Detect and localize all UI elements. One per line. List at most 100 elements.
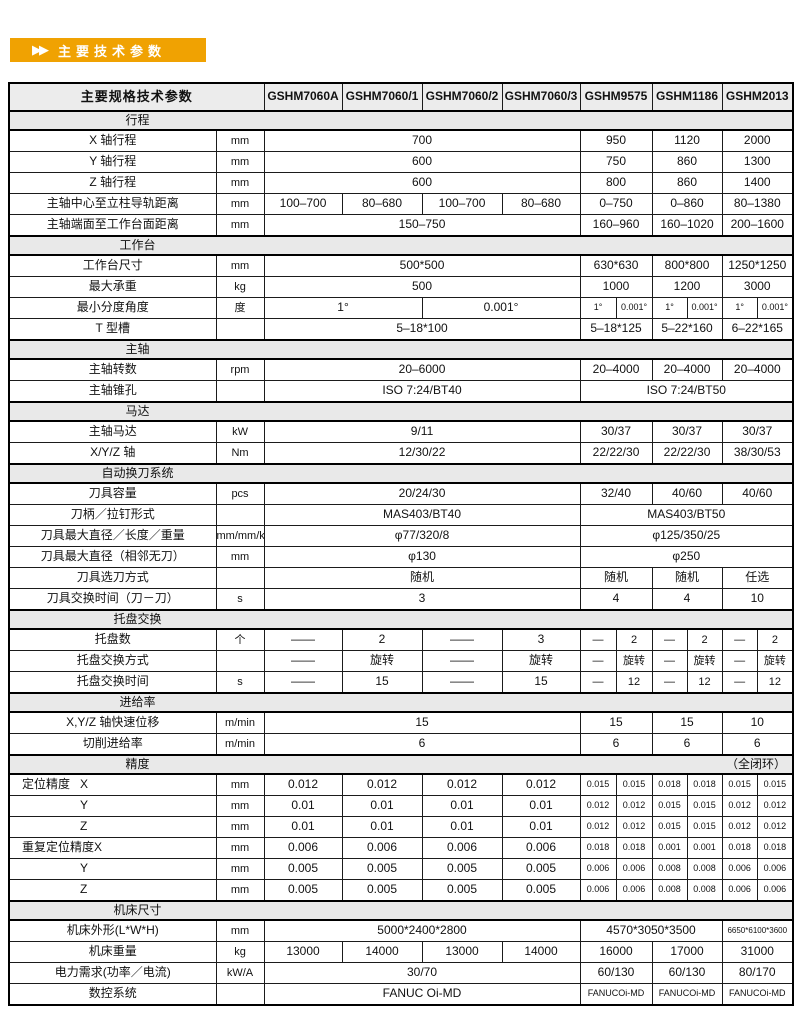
table-row: 托盘交换方式 —— 旋转 —— 旋转 — 旋转 — 旋转 — 旋转 (8, 650, 794, 672)
cell-value: 40/60 (721, 482, 794, 505)
table-row: 刀具容量 pcs 20/24/30 32/40 40/60 40/60 (8, 482, 794, 505)
cell-value: φ125/350/25 (579, 525, 794, 547)
table-row: 刀具最大直径（相邻无刀） mm φ130 φ250 (8, 546, 794, 568)
row-unit: kg (215, 276, 265, 298)
double-arrow-icon: ▶▶ (32, 42, 49, 57)
cell-value: 0.012 0.012 (721, 816, 794, 838)
row-unit: mm (215, 816, 265, 838)
cell-value: 1400 (721, 172, 794, 194)
table-row: 主轴中心至立柱导轨距离 mm 100–700 80–680 100–700 80–680 0… (8, 193, 794, 215)
section-row: 工作台 (8, 235, 794, 256)
cell-value: 随机 (579, 567, 653, 589)
row-unit: mm (215, 837, 265, 859)
cell-value: 860 (651, 151, 723, 173)
cell-half-value: 12 (768, 675, 782, 688)
section-title: 行程 (125, 112, 150, 127)
cell-value: 0.006 0.006 (721, 858, 794, 880)
cell-value: 旋转 (501, 650, 581, 672)
cell-value: — 旋转 (721, 650, 794, 672)
cell-value: 200–1600 (721, 214, 794, 237)
section-header: 行程 (8, 110, 794, 131)
cell-half-value: 0.018 (763, 842, 787, 853)
table-row: 主轴锥孔 ISO 7:24/BT40 ISO 7:24/BT50 (8, 380, 794, 403)
cell-value: 10 (721, 711, 794, 734)
cell-half-value: — (581, 630, 617, 650)
row-label: 刀具交换时间（刀－刀） (8, 588, 217, 611)
cell-value: 0–750 (579, 193, 653, 215)
cell-value: —— (421, 650, 503, 672)
table-row: Z 轴行程 mm 600 800 860 1400 (8, 172, 794, 194)
cell-half-value: 0.012 (622, 821, 646, 832)
section-row: 马达 (8, 401, 794, 422)
cell-value: 0.012 (501, 773, 581, 796)
cell-value: 700 (263, 129, 581, 152)
cell-value: 0.015 0.015 (579, 773, 653, 796)
cell-half-value: 0.018 (653, 775, 688, 795)
cell-value: 6650*6100*3600 (721, 919, 794, 942)
cell-value: φ130 (263, 546, 581, 568)
row-label: 刀柄／拉钉形式 (8, 504, 217, 526)
model-column-header: GSHM7060A (263, 82, 343, 112)
row-unit: mm (215, 546, 265, 568)
cell-half-value: 0.008 (693, 863, 716, 874)
cell-value: 10 (721, 588, 794, 611)
cell-value: 0.01 (421, 795, 503, 817)
cell-value: 0.005 (263, 858, 343, 880)
cell-value: 600 (263, 151, 581, 173)
row-unit: m/min (215, 711, 265, 734)
section-title: 工作台 (119, 237, 156, 252)
cell-value: 31000 (721, 941, 794, 963)
cell-half-value: 0.001° (761, 302, 788, 313)
cell-value: 630*630 (579, 254, 653, 277)
cell-value: 0.001° (421, 297, 581, 319)
cell-value: 1000 (579, 276, 653, 298)
cell-value: 0.008 0.008 (651, 879, 723, 902)
cell-value: 1° 0.001° (651, 297, 723, 319)
cell-value: 3 (263, 588, 581, 611)
cell-value: 4570*3050*3500 (579, 919, 723, 942)
cell-value: 0.012 0.012 (721, 795, 794, 817)
cell-half-value: 0.008 (653, 880, 688, 900)
cell-value: 30/37 (721, 420, 794, 443)
row-unit: mm (215, 214, 265, 237)
cell-half-value: 0.015 (763, 779, 787, 790)
cell-half-value: 0.015 (653, 796, 688, 816)
row-unit (215, 650, 265, 672)
cell-value: 9/11 (263, 420, 581, 443)
cell-value: 5–22*160 (651, 318, 723, 341)
row-unit (215, 318, 265, 341)
cell-value: 80–680 (341, 193, 423, 215)
cell-value: 0.006 (501, 837, 581, 859)
row-unit: Nm (215, 442, 265, 465)
row-unit: 度 (215, 297, 265, 319)
row-label: Z (8, 816, 217, 838)
cell-value: 20–4000 (579, 358, 653, 381)
cell-half-value: 0.015 (653, 817, 688, 837)
cell-half-value: 0.018 (581, 838, 617, 858)
cell-value: ISO 7:24/BT40 (263, 380, 581, 403)
row-unit: kg (215, 941, 265, 963)
cell-value: 22/22/30 (651, 442, 723, 465)
cell-value: FANUCOi-MD (721, 983, 794, 1006)
row-label: X/Y/Z 轴 (8, 442, 217, 465)
cell-value: 任选 (721, 567, 794, 589)
cell-value: 750 (579, 151, 653, 173)
table-row: X 轴行程 mm 700 950 1120 2000 (8, 129, 794, 152)
cell-half-value: 0.006 (763, 863, 787, 874)
cell-value: 15 (263, 711, 581, 734)
row-label: 主轴中心至立柱导轨距离 (8, 193, 217, 215)
cell-half-value: 0.008 (653, 859, 688, 879)
cell-value: 860 (651, 172, 723, 194)
cell-half-value: 0.018 (693, 779, 716, 790)
cell-value: 30/70 (263, 962, 581, 984)
cell-value: 0.008 0.008 (651, 858, 723, 880)
cell-value: 0.005 (501, 858, 581, 880)
cell-value: 100–700 (421, 193, 503, 215)
cell-half-value: — (653, 630, 688, 650)
table-row: 工作台尺寸 mm 500*500 630*630 800*800 1250*1250 (8, 254, 794, 277)
cell-value: 5–18*125 (579, 318, 653, 341)
cell-half-value: 0.012 (763, 800, 787, 811)
